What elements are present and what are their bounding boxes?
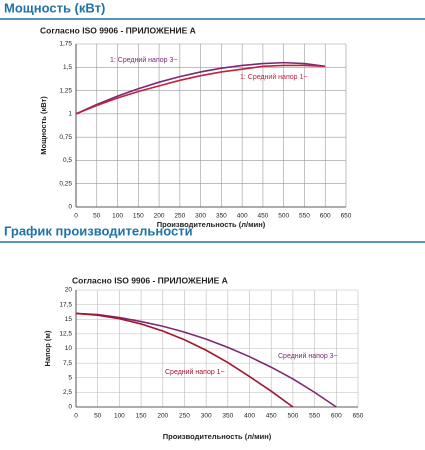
x-tick-label: 300 (195, 213, 206, 220)
series-label: 1: Средний напор 3~ (110, 56, 177, 64)
x-tick-label: 600 (331, 413, 342, 420)
section-title: Мощность (кВт) (4, 0, 105, 15)
x-tick-label: 250 (174, 213, 185, 220)
x-tick-label: 100 (112, 213, 123, 220)
section-title: График производительности (4, 223, 193, 238)
x-tick-label: 550 (299, 213, 310, 220)
x-tick-label: 0 (74, 213, 78, 220)
x-tick-label: 500 (278, 213, 289, 220)
x-axis-label: Производительность (л/мин) (163, 432, 272, 441)
x-tick-label: 150 (133, 213, 144, 220)
x-tick-label: 350 (222, 413, 233, 420)
x-tick-label: 450 (266, 413, 277, 420)
x-tick-label: 400 (244, 413, 255, 420)
series-label: Средний напор 1~ (165, 368, 225, 376)
series-line (75, 312, 337, 408)
y-axis-label: Мощность (кВт) (39, 96, 48, 155)
x-tick-label: 600 (320, 213, 331, 220)
x-tick-label: 0 (74, 413, 78, 420)
y-tick-label: 17,5 (59, 301, 72, 308)
y-tick-label: 0,75 (59, 134, 72, 141)
x-tick-label: 150 (136, 413, 147, 420)
x-tick-label: 650 (353, 413, 364, 420)
x-tick-label: 550 (309, 413, 320, 420)
y-tick-label: 1 (68, 111, 72, 118)
y-axis-label: Напор (м) (43, 330, 52, 366)
series-line (75, 64, 326, 115)
y-tick-label: 2,5 (63, 389, 72, 396)
y-tick-label: 0,25 (59, 180, 72, 187)
y-tick-label: 10 (65, 345, 73, 352)
y-tick-label: 1,75 (59, 41, 72, 48)
x-axis-label: Производительность (л/мин) (157, 220, 266, 229)
y-tick-label: 15 (65, 316, 73, 323)
series-label: 1: Средний напор 1~ (240, 73, 307, 81)
series-line (75, 61, 326, 115)
x-tick-label: 100 (114, 413, 125, 420)
y-tick-label: 20 (65, 287, 73, 294)
y-tick-label: 0 (68, 404, 72, 411)
x-tick-label: 250 (179, 413, 190, 420)
y-tick-label: 12,5 (59, 331, 72, 338)
x-tick-label: 450 (257, 213, 268, 220)
x-tick-label: 50 (93, 213, 101, 220)
x-tick-label: 50 (94, 413, 102, 420)
series-line (75, 312, 294, 408)
y-tick-label: 1,5 (63, 64, 72, 71)
x-tick-label: 350 (216, 213, 227, 220)
x-tick-label: 300 (201, 413, 212, 420)
x-tick-label: 650 (341, 213, 352, 220)
x-tick-label: 200 (157, 413, 168, 420)
y-tick-label: 7,5 (63, 360, 72, 367)
y-tick-label: 1,25 (59, 87, 72, 94)
y-tick-label: 0,5 (63, 157, 72, 164)
x-tick-label: 500 (287, 413, 298, 420)
chart-subtitle: Согласно ISO 9906 - ПРИЛОЖЕНИЕ А (72, 275, 228, 285)
series-label: Средний напор 3~ (278, 352, 338, 360)
x-tick-label: 200 (154, 213, 165, 220)
x-tick-label: 400 (237, 213, 248, 220)
chart-subtitle: Согласно ISO 9906 - ПРИЛОЖЕНИЕ А (40, 25, 196, 35)
y-tick-label: 5 (68, 374, 72, 381)
y-tick-label: 0 (68, 204, 72, 211)
